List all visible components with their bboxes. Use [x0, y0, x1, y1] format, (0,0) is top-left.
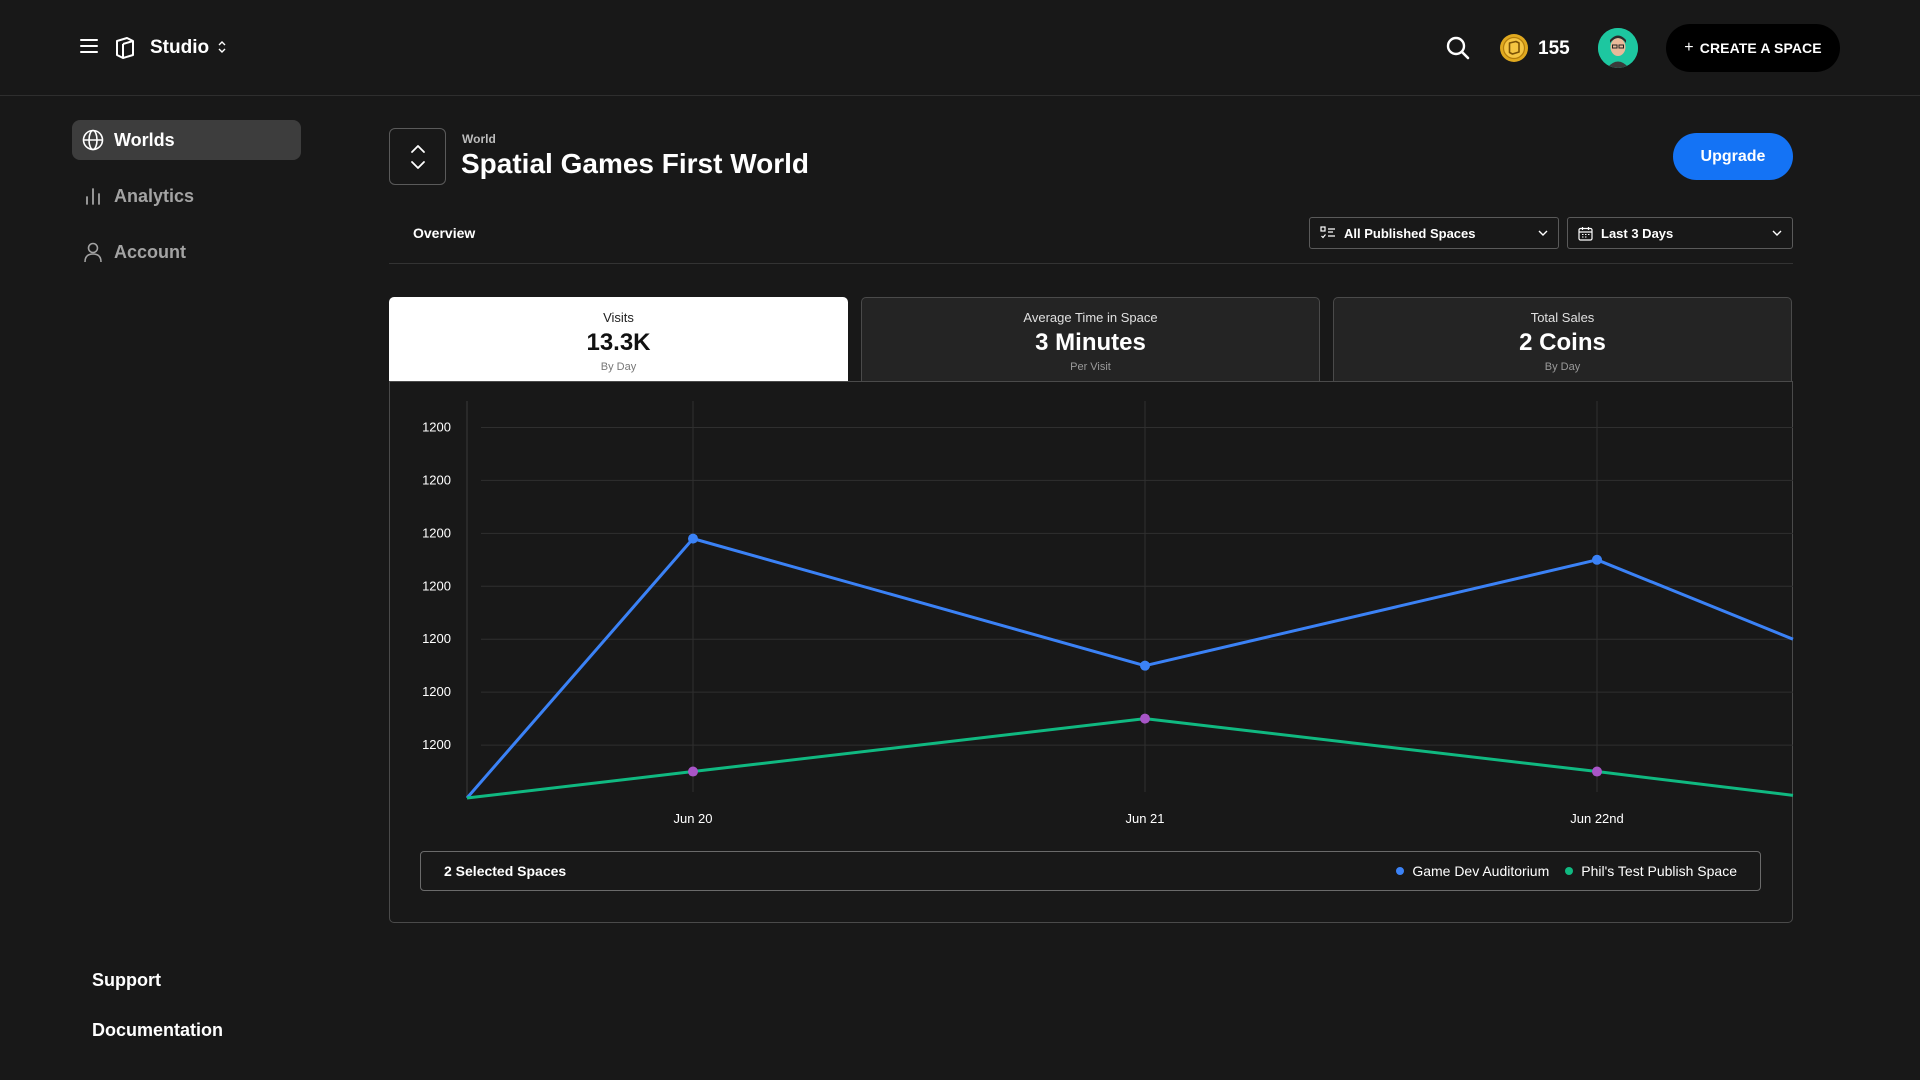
page-title: Spatial Games First World	[461, 148, 810, 179]
chevron-up-down-icon	[410, 144, 425, 169]
stat-subtitle: By Day	[1544, 361, 1581, 373]
world-switcher-button[interactable]	[389, 128, 446, 185]
search-icon[interactable]	[1445, 35, 1471, 61]
stat-card-total-sales[interactable]: Total Sales 2 Coins By Day	[1333, 297, 1792, 382]
legend-dot	[1565, 867, 1574, 875]
avatar[interactable]	[1598, 28, 1638, 68]
sidebar-item-label: Analytics	[114, 185, 195, 206]
stat-label: Visits	[603, 310, 634, 325]
stat-label: Average Time in Space	[1023, 310, 1158, 325]
upgrade-button[interactable]: Upgrade	[1673, 133, 1793, 180]
list-filter-icon	[1320, 226, 1335, 239]
y-tick-label: 1200	[422, 631, 451, 646]
data-point-series-2	[1592, 766, 1602, 777]
space-filter-value: All Published Spaces	[1344, 225, 1476, 241]
chevron-down-icon	[1538, 230, 1548, 236]
data-point-series-2	[1140, 713, 1150, 724]
date-range-value: Last 3 Days	[1601, 225, 1674, 241]
world-kicker: World	[462, 132, 496, 146]
create-space-label: CREATE A SPACE	[1699, 40, 1822, 56]
y-tick-label: 1200	[422, 578, 451, 593]
globe-icon	[82, 129, 104, 151]
data-point-series-1	[1592, 554, 1602, 565]
y-tick-label: 1200	[422, 419, 451, 434]
series-line-2	[466, 717, 1794, 800]
sidebar-item-label: Worlds	[114, 129, 175, 150]
series-line-1	[465, 537, 1794, 799]
stat-label: Total Sales	[1530, 310, 1595, 325]
y-tick-label: 1200	[422, 472, 451, 487]
hamburger-menu-icon[interactable]	[80, 39, 98, 55]
coin-icon	[1500, 34, 1528, 62]
date-range-select[interactable]: Last 3 Days	[1567, 217, 1793, 249]
stat-card-avg-time[interactable]: Average Time in Space 3 Minutes Per Visi…	[861, 297, 1320, 382]
legend-item-phils-test-publish-space[interactable]: Phil's Test Publish Space	[1565, 863, 1737, 879]
legend-dot	[1396, 867, 1405, 875]
sidebar-item-worlds[interactable]: Worlds	[72, 120, 301, 160]
legend-title: 2 Selected Spaces	[444, 863, 567, 879]
chevron-up-down-icon[interactable]	[217, 39, 227, 55]
coin-balance: 155	[1538, 38, 1570, 59]
chevron-down-icon	[1772, 230, 1782, 236]
header-divider	[389, 263, 1793, 264]
x-tick-label: Jun 21	[1125, 811, 1164, 826]
calendar-icon	[1578, 226, 1593, 241]
data-point-series-1	[688, 533, 698, 544]
sidebar-item-account[interactable]: Account	[72, 232, 301, 272]
y-tick-label: 1200	[422, 684, 451, 699]
visits-line-chart: 1200 1200 1200 1200 1200 1200 1200 Jun 20 Jun 21…	[422, 401, 1794, 826]
x-tick-label: Jun 20	[673, 811, 712, 826]
legend-items: Game Dev Auditorium Phil's Test Publish …	[1396, 863, 1737, 879]
chart-legend: 2 Selected Spaces Game Dev Auditorium Ph…	[420, 851, 1761, 891]
legend-label: Phil's Test Publish Space	[1581, 863, 1737, 879]
stat-value: 3 Minutes	[1035, 329, 1146, 356]
y-tick-label: 1200	[422, 525, 451, 540]
legend-item-game-dev-auditorium[interactable]: Game Dev Auditorium	[1396, 863, 1549, 879]
studio-label[interactable]: Studio	[150, 37, 210, 58]
bar-chart-icon	[86, 188, 100, 205]
user-icon	[84, 242, 102, 263]
x-tick-label: Jun 22nd	[1570, 811, 1624, 826]
data-point-series-2	[688, 766, 698, 777]
space-filter-select[interactable]: All Published Spaces	[1309, 217, 1559, 249]
data-point-series-1	[1140, 660, 1150, 671]
documentation-link[interactable]: Documentation	[92, 1020, 224, 1040]
chart-panel	[389, 381, 1793, 923]
stat-value: 2 Coins	[1519, 329, 1606, 356]
create-space-button[interactable]: + CREATE A SPACE	[1666, 24, 1840, 72]
stat-subtitle: Per Visit	[1070, 361, 1111, 373]
tab-overview[interactable]: Overview	[413, 225, 476, 241]
legend-label: Game Dev Auditorium	[1412, 863, 1550, 879]
stat-card-visits[interactable]: Visits 13.3K By Day	[389, 297, 848, 382]
support-link[interactable]: Support	[92, 970, 161, 990]
y-tick-label: 1200	[422, 737, 451, 752]
top-bar: Studio 155 + CREATE A SPACE	[0, 0, 1920, 96]
plus-icon: +	[1684, 39, 1694, 56]
sidebar-item-analytics[interactable]: Analytics	[72, 176, 301, 216]
avatar-face-icon	[1598, 28, 1638, 68]
sidebar-item-label: Account	[114, 241, 186, 262]
stat-value: 13.3K	[586, 329, 651, 356]
studio-logo-icon[interactable]	[114, 36, 136, 60]
stat-subtitle: By Day	[600, 361, 637, 373]
